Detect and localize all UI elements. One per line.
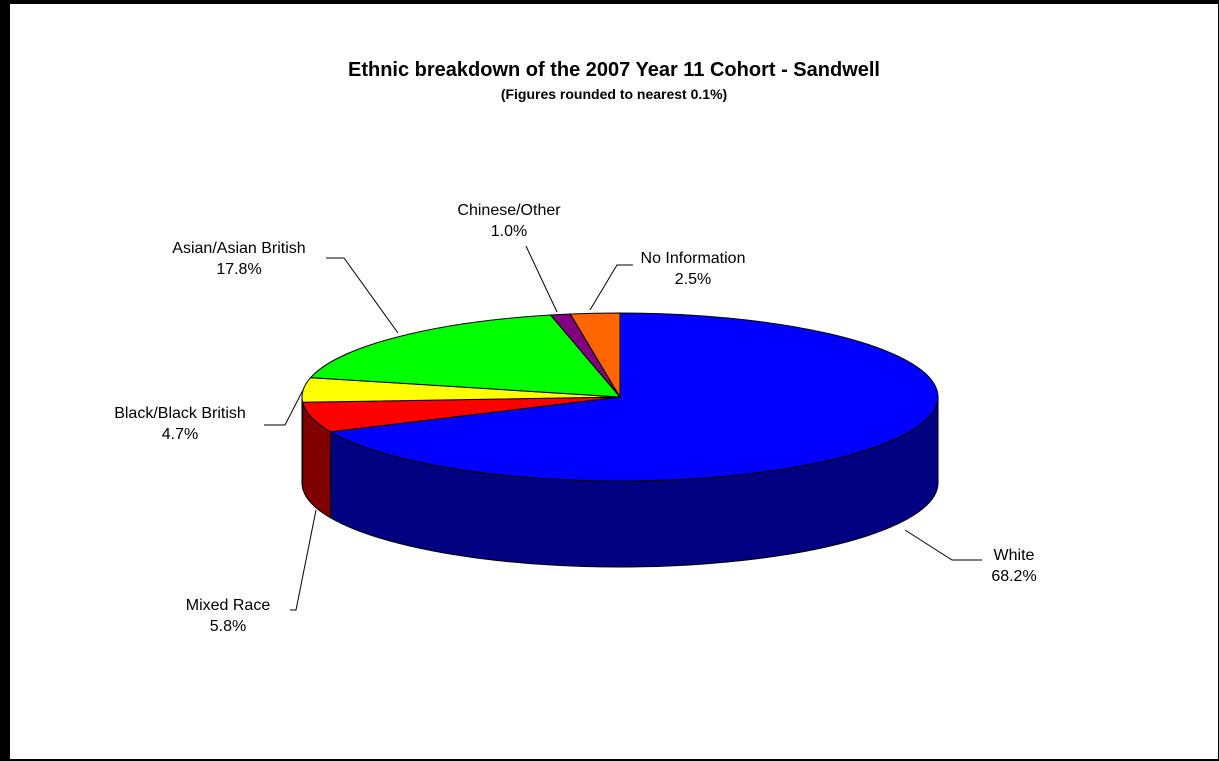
pie-slice-no-information bbox=[569, 312, 621, 399]
slice-value-white: 68.2% bbox=[991, 568, 1036, 585]
slice-label-chinese-other: Chinese/Other bbox=[457, 202, 561, 219]
pie-tops bbox=[301, 312, 939, 482]
slice-label-asian-asian-british: Asian/Asian British bbox=[172, 240, 305, 257]
slice-labels: White 68.2% Mixed Race 5.8% Black/Black Brit… bbox=[114, 202, 1036, 635]
slice-value-no-information: 2.5% bbox=[675, 271, 711, 288]
slice-value-asian-asian-british: 17.8% bbox=[216, 261, 261, 278]
leader-line-mixed-race bbox=[290, 509, 317, 611]
chart-subtitle: (Figures rounded to nearest 0.1%) bbox=[501, 86, 727, 102]
slice-label-no-information: No Information bbox=[641, 250, 746, 267]
pie-slice-white bbox=[329, 312, 939, 482]
leader-lines bbox=[264, 245, 982, 611]
leader-line-black-black-british bbox=[264, 389, 304, 426]
slice-value-mixed-race: 5.8% bbox=[210, 618, 246, 635]
slice-label-white: White bbox=[994, 547, 1035, 564]
slice-label-black-black-british: Black/Black British bbox=[114, 405, 246, 422]
slice-value-chinese-other: 1.0% bbox=[491, 223, 527, 240]
chart-title: Ethnic breakdown of the 2007 Year 11 Coh… bbox=[348, 59, 880, 81]
leader-line-chinese-other bbox=[525, 245, 558, 313]
leader-line-white bbox=[904, 529, 982, 561]
slice-value-black-black-british: 4.7% bbox=[162, 426, 198, 443]
pie-side-black-black-british bbox=[301, 396, 304, 489]
leader-line-no-information bbox=[589, 264, 633, 311]
leader-line-asian-asian-british bbox=[326, 257, 399, 334]
slice-label-mixed-race: Mixed Race bbox=[186, 597, 271, 614]
pie-slice-asian-asian-british bbox=[309, 314, 622, 398]
